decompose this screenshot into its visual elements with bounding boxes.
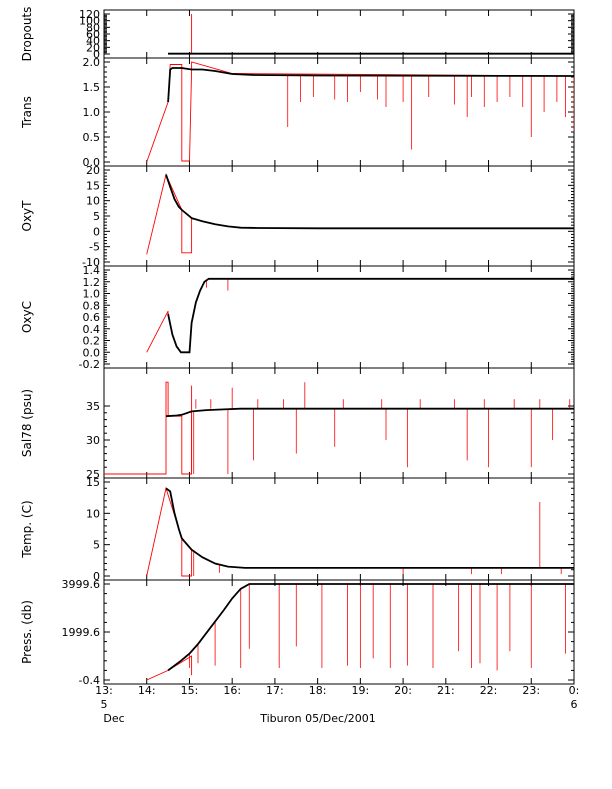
panel-2: 0.0 0.5 1.0 1.5 2.0 Trans <box>20 56 575 169</box>
raw-series-line <box>146 310 169 353</box>
y-tick-label: 20 <box>86 41 100 54</box>
y-tick-label: 0.5 <box>83 131 101 144</box>
x-tick-label: 23: <box>522 684 540 697</box>
y-tick-label: -0.2 <box>79 358 100 371</box>
y-tick-label: 0 <box>93 225 100 238</box>
y-tick-label: 1.2 <box>83 276 101 289</box>
y-tick-label: 0.2 <box>83 335 101 348</box>
panel-3: -10 -5 0 5 10 15 20 OxyT <box>20 164 575 269</box>
y-tick-label: 1999.6 <box>62 626 101 639</box>
y-axis-label: Press. (db) <box>20 600 34 664</box>
y-tick-label: 0.0 <box>83 156 101 169</box>
y-tick-label: 3999.6 <box>62 578 101 591</box>
y-axis-label: Trans <box>20 96 34 129</box>
x-tick-label: 14: <box>138 684 156 697</box>
panel-5: 25 30 35 Sal78 (psu) <box>20 367 575 481</box>
y-tick-label: 10 <box>86 195 100 208</box>
y-tick-label: 20 <box>86 164 100 177</box>
panels: 020406080100120Dropouts0.00.51.01.52.0Tr… <box>20 7 575 687</box>
y-tick-label: 30 <box>86 434 100 447</box>
plot-area <box>146 486 574 577</box>
y-tick-label: 15 <box>86 179 100 192</box>
x-tick-label: 21: <box>437 684 455 697</box>
y-tick-label: 2.0 <box>83 56 101 69</box>
raw-series-line <box>146 655 193 681</box>
raw-series-line <box>168 14 574 55</box>
y-tick-label: 10 <box>86 507 100 520</box>
y-tick-label: 1.4 <box>83 264 101 277</box>
panel-7: -0.4 1999.6 3999.6 Press. (db) <box>20 578 575 687</box>
x-tick-label: 0: <box>569 684 580 697</box>
y-axis-label: Sal78 (psu) <box>20 389 34 457</box>
plot-area <box>104 381 574 475</box>
panel-frame <box>103 367 575 479</box>
processed-series-line <box>165 487 574 569</box>
plot-area <box>146 61 574 163</box>
y-axis-label: Temp. (C) <box>20 500 34 558</box>
x-tick-sublabel: 5 <box>101 698 108 711</box>
y-tick-label: -0.4 <box>79 674 100 687</box>
y-tick-label: 35 <box>86 400 100 413</box>
processed-series-line <box>167 277 574 354</box>
y-tick-label: 40 <box>86 35 100 48</box>
panel-frame <box>103 165 575 267</box>
x-tick-label: 17: <box>266 684 284 697</box>
y-tick-label: 0.4 <box>83 323 101 336</box>
x-tick-sublabel-2: Dec <box>103 712 124 725</box>
processed-series-line <box>167 67 574 103</box>
y-tick-label: 15 <box>86 476 100 489</box>
y-tick-label: 0.6 <box>83 311 101 324</box>
x-tick-label: 16: <box>223 684 241 697</box>
y-axis-label: OxyT <box>20 200 34 232</box>
processed-series-line <box>167 583 574 672</box>
processed-series-line <box>165 174 574 230</box>
y-tick-label: 1.0 <box>83 106 101 119</box>
y-axis-label: Dropouts <box>20 7 34 62</box>
y-tick-label: 80 <box>86 21 100 34</box>
plot-area <box>146 583 574 681</box>
plot-area <box>146 277 574 354</box>
x-tick-label: 18: <box>309 684 327 697</box>
panel-4: -0.20.00.20.40.60.81.01.21.4 OxyC <box>20 264 575 371</box>
processed-series-line <box>165 407 574 418</box>
y-tick-label: 1.0 <box>83 288 101 301</box>
y-tick-label: 0 <box>93 48 100 61</box>
raw-series-line <box>146 486 193 577</box>
panel-frame <box>103 477 575 581</box>
panel-frame <box>103 579 575 685</box>
x-tick-label: 13: <box>95 684 113 697</box>
y-tick-label: 5 <box>93 539 100 552</box>
panel-6: 0 5 10 15 Temp. (C) <box>20 476 575 583</box>
raw-series-line <box>104 381 193 475</box>
x-tick-label: 20: <box>394 684 412 697</box>
y-tick-label: -5 <box>89 241 100 254</box>
plot-area <box>146 173 574 255</box>
y-tick-label: 5 <box>93 210 100 223</box>
x-tick-label: 15: <box>181 684 199 697</box>
y-tick-label: 25 <box>86 468 100 481</box>
x-tick-label: 22: <box>480 684 498 697</box>
x-tick-label: 19: <box>352 684 370 697</box>
panel-frame <box>103 265 575 369</box>
y-tick-label: 0 <box>93 570 100 583</box>
y-tick-label: 0.0 <box>83 346 101 359</box>
y-tick-label: 60 <box>86 28 100 41</box>
y-tick-label: 100 <box>79 15 100 28</box>
y-axis-label: OxyC <box>20 301 34 333</box>
x-tick-sublabel: 6 <box>571 698 578 711</box>
y-tick-label: 0.8 <box>83 299 101 312</box>
y-tick-label: 120 <box>79 8 100 21</box>
plot-area <box>168 14 574 55</box>
y-tick-label: 1.5 <box>83 81 101 94</box>
panel-frame <box>103 9 575 59</box>
y-tick-label: -10 <box>82 256 100 269</box>
figure-caption: Tiburon 05/Dec/2001 <box>259 712 376 725</box>
